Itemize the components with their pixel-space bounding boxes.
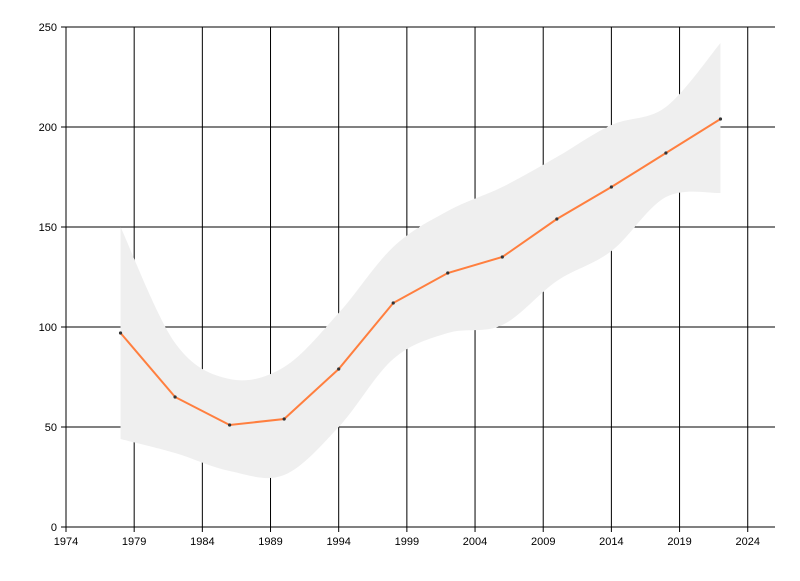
x-tick-label: 1994 bbox=[326, 536, 350, 548]
x-tick-label: 2009 bbox=[531, 536, 555, 548]
y-tick-label: 150 bbox=[39, 222, 57, 234]
x-tick-label: 1989 bbox=[258, 536, 282, 548]
ticks: 1974 1979 1984 1989 1994 1999 2004 2009 2014 2019… bbox=[39, 22, 760, 548]
data-point bbox=[500, 255, 504, 259]
x-tick-label: 2004 bbox=[463, 536, 487, 548]
data-point bbox=[337, 367, 341, 371]
x-tick-label: 1999 bbox=[395, 536, 419, 548]
x-tick-label: 2014 bbox=[599, 536, 623, 548]
data-point bbox=[118, 331, 123, 335]
y-tick-label: 200 bbox=[39, 122, 57, 134]
data-points bbox=[118, 117, 723, 427]
data-point bbox=[718, 117, 723, 121]
data-point bbox=[664, 151, 668, 155]
axes bbox=[65, 27, 775, 528]
data-point bbox=[609, 185, 613, 189]
data-point bbox=[446, 271, 450, 275]
series-line bbox=[119, 118, 721, 427]
y-tick-label: 0 bbox=[51, 522, 57, 534]
x-tick-label: 1979 bbox=[122, 536, 146, 548]
confidence-band bbox=[120, 43, 721, 479]
x-tick-label: 1974 bbox=[54, 536, 78, 548]
data-point bbox=[228, 423, 232, 427]
data-point bbox=[282, 417, 286, 421]
y-tick-label: 50 bbox=[45, 422, 57, 434]
y-tick-label: 250 bbox=[39, 22, 57, 34]
y-tick-label: 100 bbox=[39, 322, 57, 334]
data-point bbox=[555, 217, 559, 221]
x-tick-label: 2024 bbox=[735, 536, 759, 548]
data-point bbox=[173, 395, 177, 399]
data-point bbox=[391, 301, 395, 305]
x-tick-label: 1984 bbox=[190, 536, 214, 548]
x-tick-label: 2019 bbox=[667, 536, 691, 548]
